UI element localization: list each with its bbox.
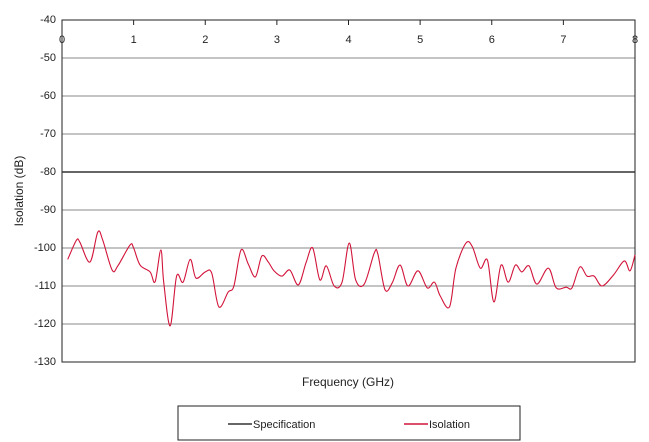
x-tick-label: 2 [202, 34, 208, 46]
x-tick-label: 6 [489, 34, 495, 46]
y-tick-label: -50 [40, 52, 56, 64]
y-tick-label: -40 [40, 14, 56, 26]
legend-box [177, 405, 521, 441]
x-tick-label: 7 [560, 34, 566, 46]
y-tick-label: -90 [40, 204, 56, 216]
x-axis-title: Frequency (GHz) [302, 375, 394, 389]
x-tick-label: 3 [274, 34, 280, 46]
y-tick-label: -70 [40, 128, 56, 140]
legend-label: Isolation [429, 419, 470, 431]
y-axis-title: Isolation (dB) [12, 156, 26, 227]
x-tick-label: 4 [345, 34, 351, 46]
y-tick-label: -130 [34, 356, 56, 368]
series-line [67, 230, 636, 327]
y-tick-label: -120 [34, 318, 56, 330]
x-tick-label: 5 [417, 34, 423, 46]
y-tick-label: -100 [34, 242, 56, 254]
legend-label: Specification [253, 419, 315, 431]
y-tick-label: -80 [40, 166, 56, 178]
x-tick-label: 1 [131, 34, 137, 46]
y-tick-label: -60 [40, 90, 56, 102]
plot-border [61, 19, 636, 363]
y-tick-label: -110 [35, 280, 56, 292]
